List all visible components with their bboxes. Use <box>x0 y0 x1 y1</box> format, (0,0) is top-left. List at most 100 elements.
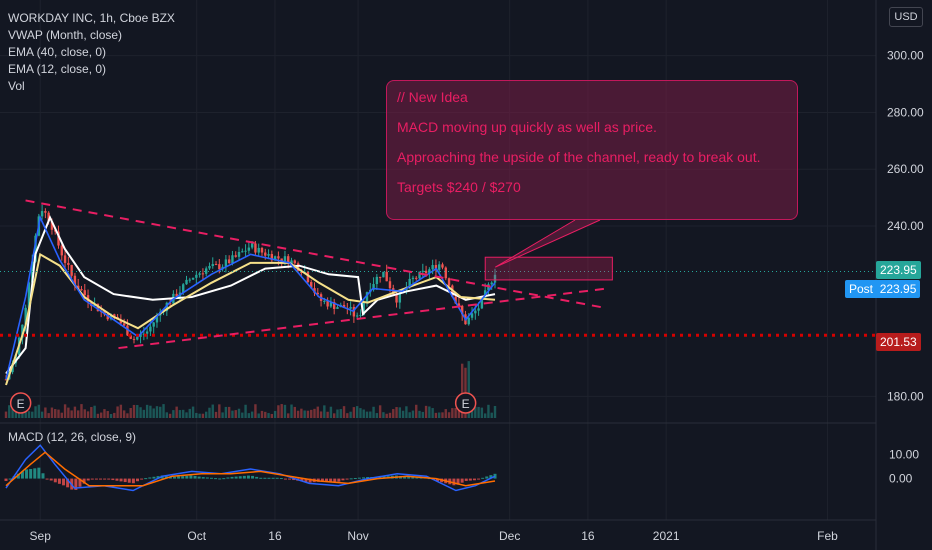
macd-hist-bar <box>16 473 20 479</box>
macd-hist-bar <box>267 477 271 479</box>
macd-hist-bar <box>8 478 12 480</box>
legend-vwap[interactable]: VWAP (Month, close) <box>8 28 123 42</box>
channel-lower-trendline[interactable] <box>118 287 608 350</box>
volume-bar <box>237 408 241 418</box>
candle-body <box>323 300 326 302</box>
time-tick-label: Sep <box>30 529 52 543</box>
volume-bar <box>375 413 379 418</box>
candle-body <box>454 296 457 304</box>
volume-bar <box>54 409 57 418</box>
candle-body <box>83 290 86 296</box>
volume-bars <box>4 361 497 418</box>
macd-hist-bar <box>127 478 131 483</box>
volume-bar <box>90 407 93 418</box>
volume-bar <box>316 406 319 418</box>
price-tick-label: 280.00 <box>887 105 924 119</box>
volume-bar <box>296 410 300 418</box>
candle-body <box>145 331 149 334</box>
price-tick-label: 240.00 <box>887 219 924 233</box>
legend-ema12[interactable]: EMA (12, close, 0) <box>8 62 107 76</box>
volume-bar <box>287 413 290 418</box>
macd-hist-bar <box>74 478 78 490</box>
macd-hist-bar <box>246 475 250 479</box>
time-axis-labels: Sep Oct 16 Nov Dec 16 2021 Feb <box>30 529 839 543</box>
candle-body <box>142 333 146 335</box>
volume-bar <box>493 405 497 418</box>
macd-hist-bar <box>37 467 41 479</box>
volume-bar <box>83 409 86 418</box>
volume-bar <box>336 409 339 418</box>
candle-body <box>57 231 60 246</box>
volume-bar <box>109 413 113 418</box>
macd-hist-bar <box>131 478 135 484</box>
macd-hist-bar <box>435 478 439 482</box>
macd-hist-bar <box>477 478 481 480</box>
time-tick-label: 2021 <box>653 529 680 543</box>
volume-bar <box>352 407 356 418</box>
volume-bar <box>73 406 77 418</box>
volume-bar <box>234 410 237 418</box>
channel-upper-trendline[interactable] <box>25 199 608 310</box>
volume-bar <box>241 412 244 418</box>
candle-body <box>329 302 333 307</box>
candle-body <box>129 335 132 339</box>
volume-bar <box>372 406 375 418</box>
currency-button[interactable]: USD <box>889 7 923 27</box>
candle-body <box>336 307 339 309</box>
breakout-rectangle[interactable] <box>484 256 613 281</box>
candle-body <box>296 263 300 271</box>
volume-bar <box>60 412 63 418</box>
macd-hist-bar <box>349 478 353 480</box>
macd-hist-bar <box>53 478 57 483</box>
legend-vol[interactable]: Vol <box>8 79 25 93</box>
idea-callout-box[interactable]: // New Idea MACD moving up quickly as we… <box>386 80 798 220</box>
volume-bar <box>152 408 155 418</box>
idea-line-targets: Targets $240 / $270 <box>397 179 521 195</box>
volume-bar <box>24 412 27 418</box>
candle-body <box>372 284 375 290</box>
candle-body <box>487 284 490 291</box>
volume-bar <box>8 405 11 418</box>
macd-hist-bar <box>366 477 370 479</box>
volume-bar <box>11 406 14 418</box>
volume-bar <box>57 409 60 418</box>
time-tick-label: Dec <box>499 529 520 543</box>
candle-body <box>198 273 201 275</box>
volume-bar <box>129 407 132 418</box>
volume-bar <box>293 406 297 418</box>
legend-ema40[interactable]: EMA (40, close, 0) <box>8 45 107 59</box>
candle-body <box>237 251 241 257</box>
volume-bar <box>365 411 369 418</box>
volume-bar <box>195 412 198 418</box>
candle-body <box>257 247 260 253</box>
macd-hist-bar <box>325 478 329 482</box>
candle-body <box>227 259 231 263</box>
candle-body <box>152 322 155 327</box>
candle-body <box>395 294 398 303</box>
macd-hist-bar <box>103 478 107 480</box>
candle-body <box>126 325 129 336</box>
volume-bar <box>31 411 34 418</box>
symbol-title[interactable]: WORKDAY INC, 1h, Cboe BZX <box>8 11 175 25</box>
volume-bar <box>313 408 316 418</box>
candle-body <box>418 271 421 279</box>
macd-hist-bar <box>333 478 337 482</box>
volume-bar <box>349 411 352 418</box>
candle-body <box>355 315 359 317</box>
volume-bar <box>411 410 415 418</box>
candle-body <box>27 282 31 308</box>
candle-body <box>415 277 418 279</box>
macd-hist-bar <box>415 476 419 479</box>
candle-body <box>77 285 80 290</box>
support-price-tag: 201.53 <box>876 333 921 351</box>
legend-macd[interactable]: MACD (12, 26, close, 9) <box>8 430 137 444</box>
macd-hist-bar <box>300 478 304 482</box>
volume-bar <box>382 412 385 418</box>
volume-bar <box>483 413 487 418</box>
macd-hist-bar <box>489 475 493 479</box>
candle-body <box>293 260 297 264</box>
volume-bar <box>362 409 365 418</box>
macd-hist-bar <box>119 478 123 482</box>
macd-line <box>5 444 496 492</box>
